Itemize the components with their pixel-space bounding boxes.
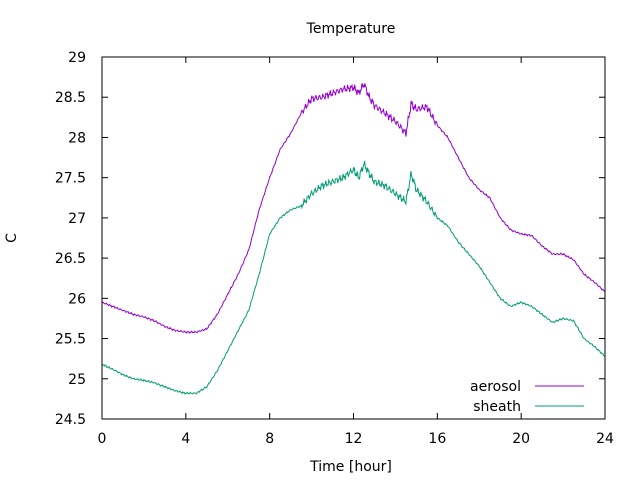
y-tick-label: 29 — [68, 50, 86, 66]
legend-label-sheath: sheath — [473, 399, 521, 415]
y-tick-label: 25.5 — [55, 332, 86, 348]
x-tick-label: 20 — [512, 431, 530, 447]
legend: aerosol sheath — [470, 379, 584, 415]
y-tick-label: 28.5 — [55, 90, 86, 106]
series-layer — [101, 83, 606, 395]
y-tick-label: 26.5 — [55, 251, 86, 267]
ticks-layer: 0 4 8 12 16 20 24 24.5 25 25.5 26 26.5 27 27.5 28 28.5 2… — [55, 50, 614, 447]
y-tick-label: 27 — [68, 211, 86, 227]
y-tick-label: 27.5 — [55, 171, 86, 187]
y-tick-label: 26 — [68, 291, 86, 307]
y-axis-label: C — [4, 233, 20, 243]
series-line-sheath — [101, 160, 606, 395]
y-tick-label: 25 — [68, 372, 86, 388]
chart-title: Temperature — [306, 21, 396, 37]
y-tick-label: 28 — [68, 130, 86, 146]
x-tick-label: 4 — [181, 431, 190, 447]
series-line-aerosol — [101, 83, 606, 334]
x-tick-label: 16 — [428, 431, 446, 447]
x-tick-label: 8 — [265, 431, 274, 447]
x-tick-label: 24 — [596, 431, 614, 447]
legend-label-aerosol: aerosol — [470, 379, 521, 395]
y-tick-label: 24.5 — [55, 412, 86, 428]
x-tick-label: 12 — [345, 431, 363, 447]
x-axis-label: Time [hour] — [309, 459, 392, 475]
x-tick-label: 0 — [98, 431, 107, 447]
